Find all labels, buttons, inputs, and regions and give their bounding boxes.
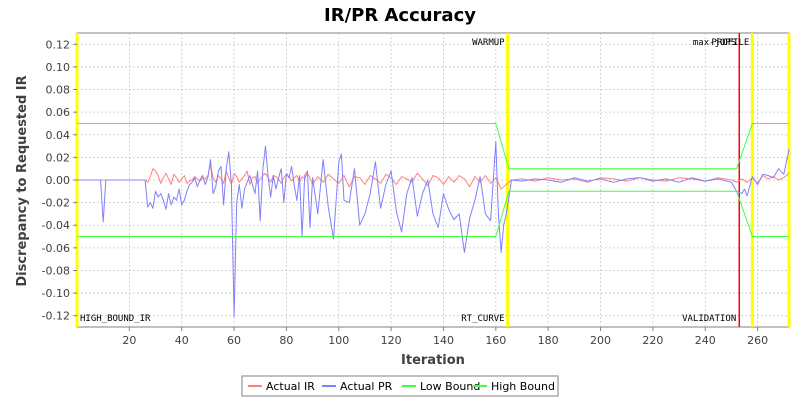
- x-tick-label: 160: [485, 334, 506, 347]
- x-tick-label: 80: [279, 334, 293, 347]
- phase-marker-top-label: WARMUP: [472, 38, 505, 48]
- phase-marker-bottom-label: HIGH_BOUND_IR: [80, 314, 151, 324]
- y-tick-label: -0.06: [42, 242, 70, 255]
- x-tick-label: 140: [433, 334, 454, 347]
- y-tick-label: 0.00: [46, 174, 71, 187]
- legend-label: Actual PR: [340, 380, 393, 393]
- legend-label: Actual IR: [266, 380, 315, 393]
- y-tick-label: -0.04: [42, 219, 70, 232]
- x-tick-label: 260: [747, 334, 768, 347]
- x-tick-label: 220: [642, 334, 663, 347]
- series-line: [77, 123, 789, 170]
- y-tick-label: 0.10: [46, 61, 71, 74]
- x-tick-label: 40: [175, 334, 189, 347]
- legend-box: [241, 375, 559, 397]
- legend-label: Low Bound: [420, 380, 480, 393]
- y-tick-label: 0.06: [46, 106, 71, 119]
- phase-marker-top-label: max-jOPS: [693, 38, 736, 48]
- x-tick-label: 180: [538, 334, 559, 347]
- x-tick-label: 100: [328, 334, 349, 347]
- y-tick-label: -0.08: [42, 264, 70, 277]
- y-axis-ticks: -0.12 -0.10 -0.08 -0.06 -0.04 -0.02 0.00 0.02 0.…: [42, 38, 77, 323]
- x-tick-label: 240: [695, 334, 716, 347]
- y-tick-label: -0.12: [42, 310, 70, 323]
- chart-title: IR/PR Accuracy: [324, 5, 476, 26]
- series-lines: [77, 123, 790, 318]
- x-axis-ticks: 20 40 60 80 100 120 140 160 180 200 220 240 260: [122, 327, 768, 347]
- x-tick-label: 120: [381, 334, 402, 347]
- phase-markers: HIGH_BOUND_IR WARMUP RT_CURVE max-jOPS VALID…: [75, 33, 791, 327]
- y-axis-label: Discrepancy to Requested IR: [15, 75, 30, 286]
- y-tick-label: -0.02: [42, 197, 70, 210]
- legend: Actual IR Actual PR Low Bound High Bound: [241, 375, 559, 397]
- x-tick-label: 60: [227, 334, 241, 347]
- series-line: [77, 141, 790, 318]
- phase-marker-bottom-label: VALIDATION: [682, 314, 736, 324]
- phase-marker-top-label: PROFILE: [711, 38, 749, 48]
- y-tick-label: 0.08: [46, 84, 71, 97]
- y-tick-label: 0.12: [46, 38, 71, 51]
- y-tick-label: 0.04: [46, 129, 71, 142]
- y-tick-label: 0.02: [46, 151, 71, 164]
- y-tick-label: -0.10: [42, 287, 70, 300]
- grid-lines: [77, 33, 789, 327]
- series-line: [77, 190, 789, 237]
- phase-marker-bottom-label: RT_CURVE: [461, 314, 504, 324]
- x-tick-label: 20: [122, 334, 136, 347]
- x-tick-label: 200: [590, 334, 611, 347]
- x-axis-label: Iteration: [401, 353, 465, 368]
- legend-label: High Bound: [491, 380, 555, 393]
